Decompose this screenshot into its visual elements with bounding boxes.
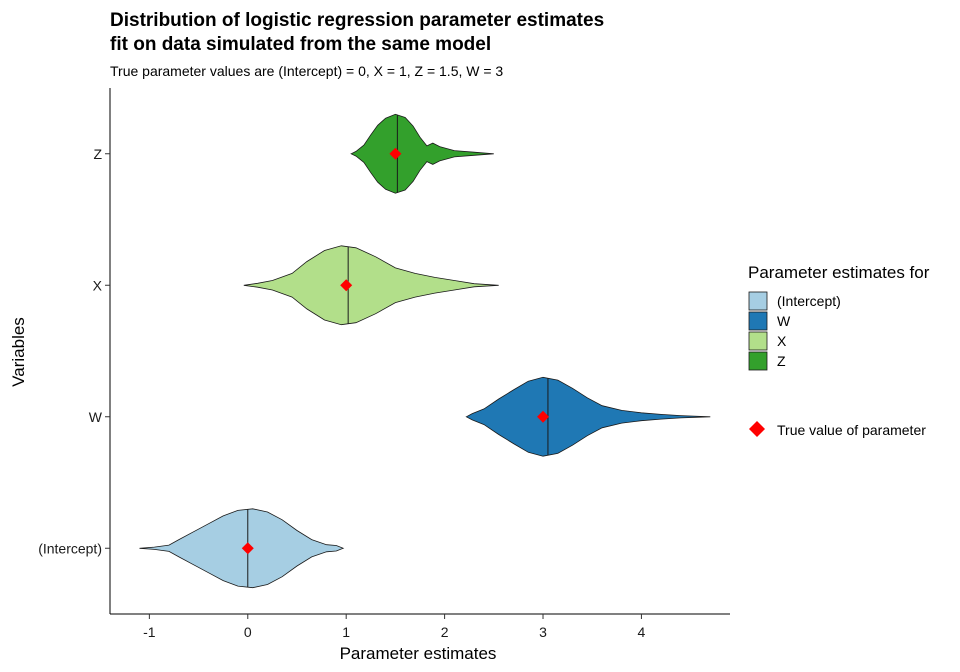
x-axis-ticks: -1 0 1 2 3 4 xyxy=(143,614,645,640)
legend-label: W xyxy=(777,313,791,329)
legend: Parameter estimates for (Intercept) WXZ T… xyxy=(748,263,930,438)
chart-title-line-1: Distribution of logistic regression para… xyxy=(110,10,604,31)
legend-true-value-marker xyxy=(749,421,765,437)
legend-label: X xyxy=(777,333,787,349)
legend-title: Parameter estimates for xyxy=(748,263,930,282)
y-axis-title: Variables xyxy=(9,317,28,387)
x-axis-title: Parameter estimates xyxy=(340,644,497,663)
x-tick-label: 4 xyxy=(638,624,646,640)
x-tick-label: -1 xyxy=(143,624,156,640)
legend-label: Z xyxy=(777,353,786,369)
violin-z xyxy=(351,114,494,193)
y-tick-label: (Intercept) xyxy=(38,540,102,556)
y-axis-ticks: (Intercept) W X Z xyxy=(38,146,110,557)
legend-swatch xyxy=(749,312,767,330)
y-tick-label: X xyxy=(93,277,103,293)
y-tick-label: W xyxy=(89,409,103,425)
violin-w xyxy=(466,377,710,456)
chart-title-line-2: fit on data simulated from the same mode… xyxy=(110,34,491,55)
violin-intercept xyxy=(140,509,344,588)
legend-label: (Intercept) xyxy=(777,293,841,309)
legend-swatch xyxy=(749,352,767,370)
violin-x xyxy=(244,246,499,325)
violins-group xyxy=(140,114,711,587)
y-tick-label: Z xyxy=(93,146,102,162)
x-tick-label: 1 xyxy=(342,624,350,640)
true-value-markers xyxy=(242,148,549,555)
x-tick-label: 0 xyxy=(244,624,252,640)
x-tick-label: 2 xyxy=(441,624,449,640)
legend-swatch xyxy=(749,292,767,310)
legend-true-value-label: True value of parameter xyxy=(777,422,926,438)
chart-subtitle: True parameter values are (Intercept) = … xyxy=(110,63,503,79)
legend-swatch xyxy=(749,332,767,350)
legend-items: (Intercept) WXZ xyxy=(749,292,841,370)
x-tick-label: 3 xyxy=(539,624,547,640)
